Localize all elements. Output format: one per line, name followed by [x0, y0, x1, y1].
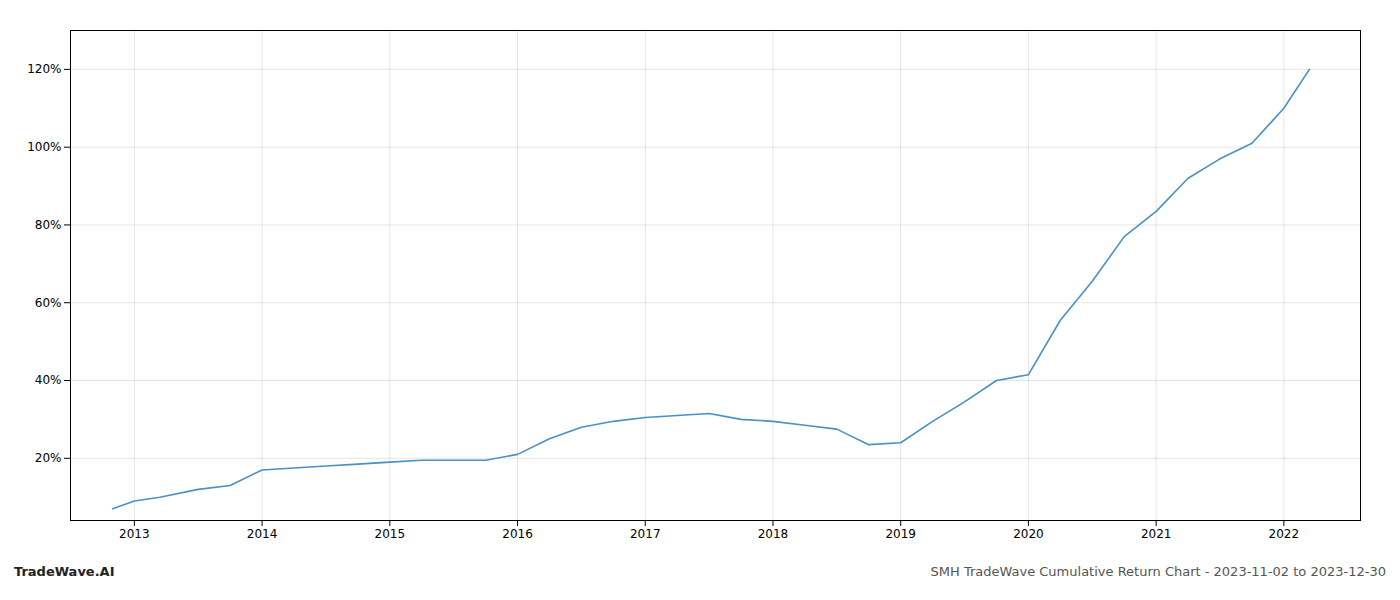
- svg-text:60%: 60%: [35, 296, 62, 310]
- html-text:SMH TradeWave Cumulative Retur: SMH TradeWave Cumulative Return Chart - …: [930, 564, 1386, 579]
- svg-text:2014: 2014: [247, 527, 278, 541]
- svg-text:2021: 2021: [1141, 527, 1172, 541]
- svg-text:2013: 2013: [119, 527, 150, 541]
- svg-text:2018: 2018: [758, 527, 789, 541]
- svg-text:2015: 2015: [375, 527, 406, 541]
- svg-text:2016: 2016: [502, 527, 533, 541]
- svg-text:2019: 2019: [885, 527, 916, 541]
- svg-text:40%: 40%: [35, 373, 62, 387]
- svg-text:2022: 2022: [1269, 527, 1300, 541]
- svg-text:2020: 2020: [1013, 527, 1044, 541]
- html-text:TradeWave.AI: TradeWave.AI: [14, 564, 115, 579]
- svg-text:100%: 100%: [27, 140, 61, 154]
- svg-text:120%: 120%: [27, 62, 61, 76]
- svg-text:20%: 20%: [35, 451, 62, 465]
- svg-text:80%: 80%: [35, 218, 62, 232]
- svg-text:2017: 2017: [630, 527, 661, 541]
